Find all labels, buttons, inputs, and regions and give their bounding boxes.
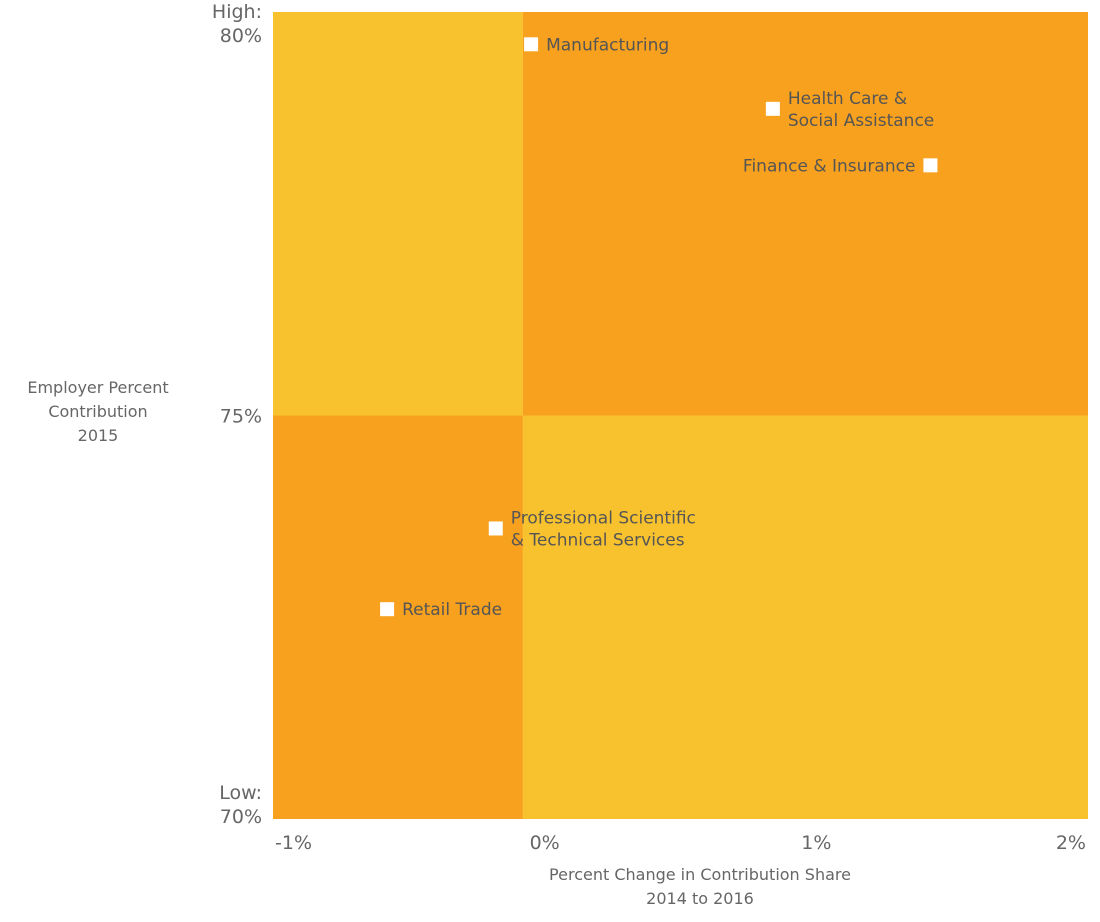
point-marker <box>524 37 539 52</box>
x-tick-label: 0% <box>530 832 560 854</box>
y-axis-label: Employer Percent Contribution 2015 <box>27 378 168 445</box>
y-tick-label: Low: 70% <box>219 782 262 828</box>
data-point: Finance & Insurance <box>743 156 938 176</box>
point-label: Health Care & Social Assistance <box>788 89 934 131</box>
x-axis-ticks: -1% 0% 1% 2% <box>275 832 1086 854</box>
y-axis-title: Employer Percent Contribution 2015 <box>27 378 168 445</box>
data-points: Manufacturing Health Care & Social Assista… <box>380 35 938 620</box>
point-label: Manufacturing <box>546 35 669 55</box>
quadrant-bottom-right <box>522 415 1088 819</box>
y-tick-label: 75% <box>220 406 262 428</box>
data-point: Manufacturing <box>524 35 669 55</box>
x-axis-title: Percent Change in Contribution Share 2014… <box>549 865 851 908</box>
data-point: Professional Scientific & Technical Servi… <box>488 508 696 550</box>
quadrant-background <box>273 12 1088 819</box>
quadrant-top-left <box>273 12 523 416</box>
point-marker <box>380 602 395 617</box>
x-tick-label: 1% <box>801 832 831 854</box>
quadrant-bottom-left <box>273 415 523 819</box>
x-axis-label: Percent Change in Contribution Share 2014… <box>549 865 851 908</box>
x-tick-label: 2% <box>1056 832 1086 854</box>
point-marker <box>765 101 780 116</box>
x-tick-label: -1% <box>275 832 312 854</box>
point-label: Finance & Insurance <box>743 156 916 176</box>
point-marker <box>923 158 938 173</box>
point-label: Retail Trade <box>402 600 502 620</box>
data-point: Health Care & Social Assistance <box>765 89 934 131</box>
point-label: Professional Scientific & Technical Servi… <box>511 508 696 550</box>
data-point: Retail Trade <box>380 600 502 620</box>
quadrant-top-right <box>522 12 1088 416</box>
point-marker <box>488 521 503 536</box>
y-tick-label: High: 80% <box>212 1 262 47</box>
y-axis-ticks: High: 80% 75% Low: 70% <box>212 1 262 828</box>
